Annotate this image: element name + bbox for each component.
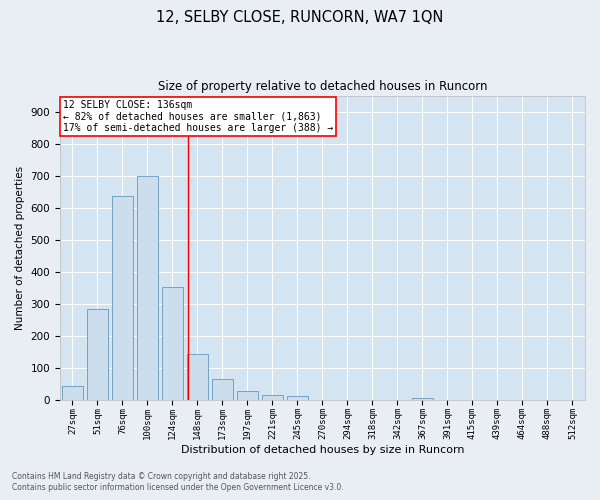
Bar: [87, 309, 108, 400]
Bar: [412, 398, 433, 400]
Title: Size of property relative to detached houses in Runcorn: Size of property relative to detached ho…: [158, 80, 487, 93]
Bar: [262, 395, 283, 400]
X-axis label: Distribution of detached houses by size in Runcorn: Distribution of detached houses by size …: [181, 445, 464, 455]
Text: 12 SELBY CLOSE: 136sqm
← 82% of detached houses are smaller (1,863)
17% of semi-: 12 SELBY CLOSE: 136sqm ← 82% of detached…: [62, 100, 333, 134]
Bar: [287, 396, 308, 400]
Bar: [162, 287, 183, 400]
Bar: [212, 379, 233, 400]
Bar: [112, 196, 133, 400]
Bar: [62, 386, 83, 400]
Y-axis label: Number of detached properties: Number of detached properties: [15, 166, 25, 330]
Bar: [187, 354, 208, 400]
Text: 12, SELBY CLOSE, RUNCORN, WA7 1QN: 12, SELBY CLOSE, RUNCORN, WA7 1QN: [157, 10, 443, 25]
Bar: [237, 390, 258, 400]
Text: Contains HM Land Registry data © Crown copyright and database right 2025.
Contai: Contains HM Land Registry data © Crown c…: [12, 472, 344, 492]
Bar: [137, 176, 158, 400]
